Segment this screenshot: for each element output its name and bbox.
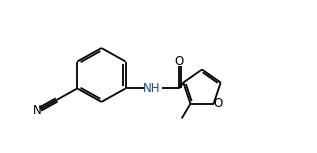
Text: O: O	[213, 97, 223, 110]
Text: O: O	[175, 55, 184, 68]
Text: N: N	[33, 104, 41, 117]
Text: NH: NH	[143, 82, 160, 95]
